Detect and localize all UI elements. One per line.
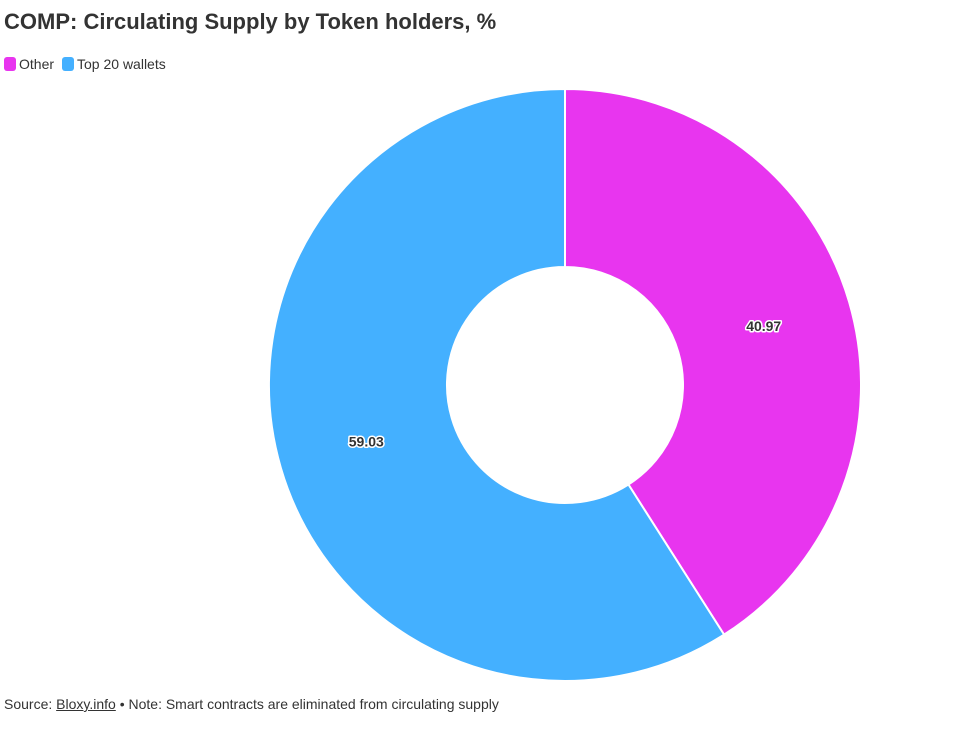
legend: Other Top 20 wallets (4, 56, 174, 72)
source-prefix: Source: (4, 696, 57, 712)
legend-item-top-20-wallets[interactable]: Top 20 wallets (62, 56, 166, 72)
slice-other[interactable] (564, 87, 862, 637)
slice-label-top-20-wallets: 59.03 (349, 434, 384, 450)
chart-title: COMP: Circulating Supply by Token holder… (4, 9, 497, 34)
legend-label-other: Other (19, 56, 55, 72)
chart-footer: Source: Bloxy.info • Note: Smart contrac… (4, 696, 499, 712)
slice-label-other: 40.97 (746, 318, 781, 334)
footer-note: • Note: Smart contracts are eliminated f… (115, 696, 499, 712)
source-link[interactable]: Bloxy.info (56, 696, 116, 712)
legend-swatch-other (4, 57, 16, 71)
slice-top-20-wallets[interactable] (268, 87, 726, 682)
legend-swatch-top-20-wallets (62, 57, 75, 71)
legend-label-top-20-wallets: Top 20 wallets (77, 56, 166, 72)
legend-item-other[interactable]: Other (4, 56, 54, 72)
